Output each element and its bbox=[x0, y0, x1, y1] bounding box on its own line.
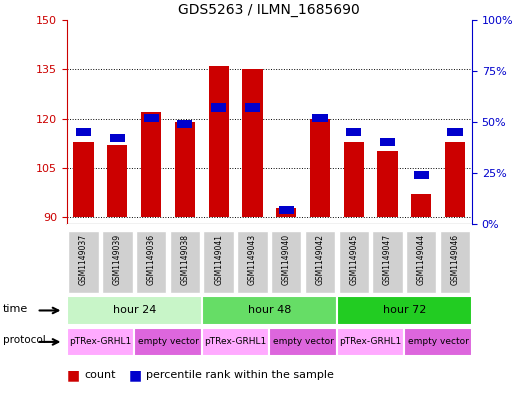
FancyBboxPatch shape bbox=[170, 231, 200, 293]
FancyBboxPatch shape bbox=[406, 231, 437, 293]
Bar bbox=[177, 120, 192, 128]
Bar bbox=[208, 66, 229, 217]
Text: count: count bbox=[85, 370, 116, 380]
FancyBboxPatch shape bbox=[339, 231, 369, 293]
Text: GSM1149038: GSM1149038 bbox=[181, 234, 189, 285]
Bar bbox=[380, 138, 395, 146]
Text: time: time bbox=[3, 304, 28, 314]
FancyBboxPatch shape bbox=[440, 231, 470, 293]
Text: GSM1149043: GSM1149043 bbox=[248, 234, 257, 285]
FancyBboxPatch shape bbox=[67, 328, 134, 356]
Text: GSM1149040: GSM1149040 bbox=[282, 234, 291, 285]
Text: GSM1149047: GSM1149047 bbox=[383, 234, 392, 285]
FancyBboxPatch shape bbox=[271, 231, 302, 293]
Bar bbox=[211, 103, 226, 112]
Text: hour 24: hour 24 bbox=[112, 305, 156, 315]
Text: GSM1149044: GSM1149044 bbox=[417, 234, 426, 285]
Text: pTRex-GRHL1: pTRex-GRHL1 bbox=[69, 337, 132, 346]
Text: pTRex-GRHL1: pTRex-GRHL1 bbox=[204, 337, 267, 346]
Bar bbox=[312, 114, 328, 122]
FancyBboxPatch shape bbox=[372, 231, 403, 293]
Text: GSM1149045: GSM1149045 bbox=[349, 234, 358, 285]
FancyBboxPatch shape bbox=[134, 328, 202, 356]
FancyBboxPatch shape bbox=[202, 328, 269, 356]
Text: pTRex-GRHL1: pTRex-GRHL1 bbox=[340, 337, 402, 346]
Bar bbox=[344, 141, 364, 217]
FancyBboxPatch shape bbox=[305, 231, 335, 293]
FancyBboxPatch shape bbox=[404, 328, 472, 356]
Text: percentile rank within the sample: percentile rank within the sample bbox=[146, 370, 334, 380]
Bar bbox=[110, 134, 125, 142]
FancyBboxPatch shape bbox=[237, 231, 268, 293]
Bar bbox=[378, 151, 398, 217]
Bar bbox=[175, 122, 195, 217]
Bar bbox=[279, 206, 294, 214]
FancyBboxPatch shape bbox=[204, 231, 234, 293]
FancyBboxPatch shape bbox=[136, 231, 166, 293]
FancyBboxPatch shape bbox=[337, 328, 404, 356]
Text: GSM1149036: GSM1149036 bbox=[147, 234, 155, 285]
Text: empty vector: empty vector bbox=[137, 337, 199, 346]
Bar bbox=[413, 171, 429, 179]
Text: ■: ■ bbox=[67, 368, 80, 382]
Bar bbox=[242, 69, 263, 217]
FancyBboxPatch shape bbox=[67, 296, 202, 325]
Text: GSM1149046: GSM1149046 bbox=[450, 234, 460, 285]
Text: hour 48: hour 48 bbox=[248, 305, 291, 315]
FancyBboxPatch shape bbox=[269, 328, 337, 356]
Text: ■: ■ bbox=[128, 368, 142, 382]
FancyBboxPatch shape bbox=[337, 296, 472, 325]
FancyBboxPatch shape bbox=[102, 231, 132, 293]
Bar bbox=[76, 128, 91, 136]
Bar bbox=[141, 112, 161, 217]
Bar bbox=[276, 208, 297, 217]
Bar bbox=[107, 145, 127, 217]
Text: GSM1149042: GSM1149042 bbox=[315, 234, 325, 285]
Text: GSM1149041: GSM1149041 bbox=[214, 234, 223, 285]
Bar bbox=[73, 141, 94, 217]
Text: empty vector: empty vector bbox=[408, 337, 468, 346]
Text: GSM1149037: GSM1149037 bbox=[79, 234, 88, 285]
Bar bbox=[144, 114, 159, 122]
Text: GSM1149039: GSM1149039 bbox=[113, 234, 122, 285]
Bar bbox=[411, 195, 431, 217]
Text: hour 72: hour 72 bbox=[383, 305, 426, 315]
Title: GDS5263 / ILMN_1685690: GDS5263 / ILMN_1685690 bbox=[179, 3, 360, 17]
Text: empty vector: empty vector bbox=[273, 337, 333, 346]
Bar bbox=[245, 103, 260, 112]
Bar bbox=[346, 128, 361, 136]
Bar bbox=[447, 128, 463, 136]
FancyBboxPatch shape bbox=[202, 296, 337, 325]
FancyBboxPatch shape bbox=[68, 231, 99, 293]
Bar bbox=[310, 119, 330, 217]
Text: protocol: protocol bbox=[3, 335, 45, 345]
Bar bbox=[445, 141, 465, 217]
